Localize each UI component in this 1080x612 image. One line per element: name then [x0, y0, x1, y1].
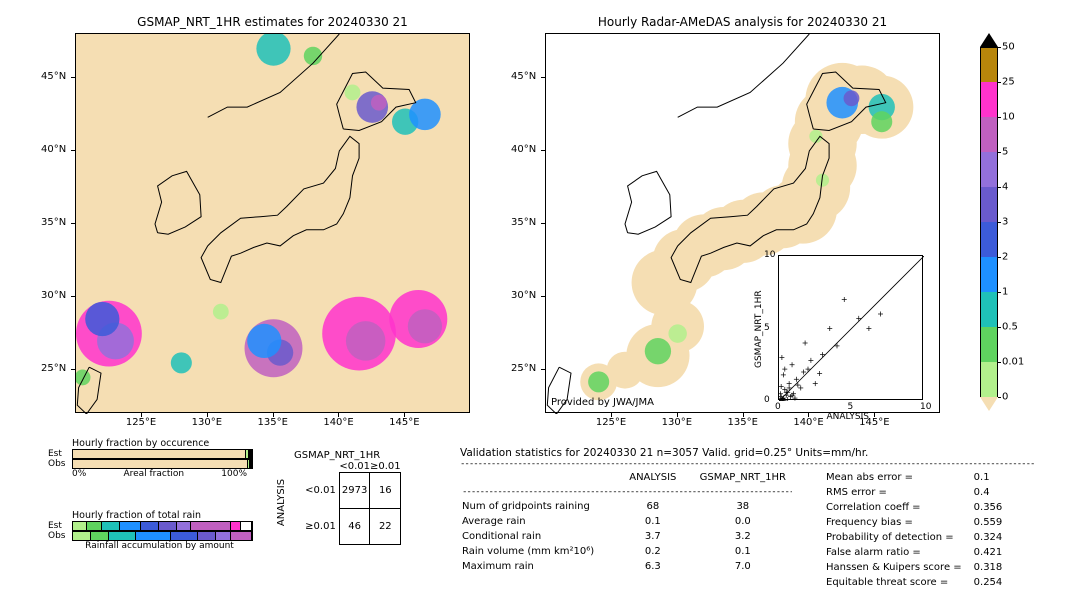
- map-attribution: Provided by JWA/JMA: [551, 397, 654, 408]
- totalrain-bars: Hourly fraction of total rainEstObsRainf…: [48, 510, 253, 551]
- colorbar: 502510543210.50.010: [980, 47, 998, 397]
- map-title-left: GSMAP_NRT_1HR estimates for 20240330 21: [75, 15, 470, 29]
- map-left: [75, 33, 470, 413]
- map-title-right: Hourly Radar-AMeDAS analysis for 2024033…: [545, 15, 940, 29]
- scatter-plot: [778, 255, 923, 400]
- occurrence-bars: Hourly fraction by occurenceEstObs0%Area…: [48, 438, 253, 479]
- contingency-table: GSMAP_NRT_1HRANALYSIS<0.01≥0.01<0.012973…: [258, 450, 380, 461]
- stats-area: Validation statistics for 20240330 21 n=…: [460, 447, 1070, 591]
